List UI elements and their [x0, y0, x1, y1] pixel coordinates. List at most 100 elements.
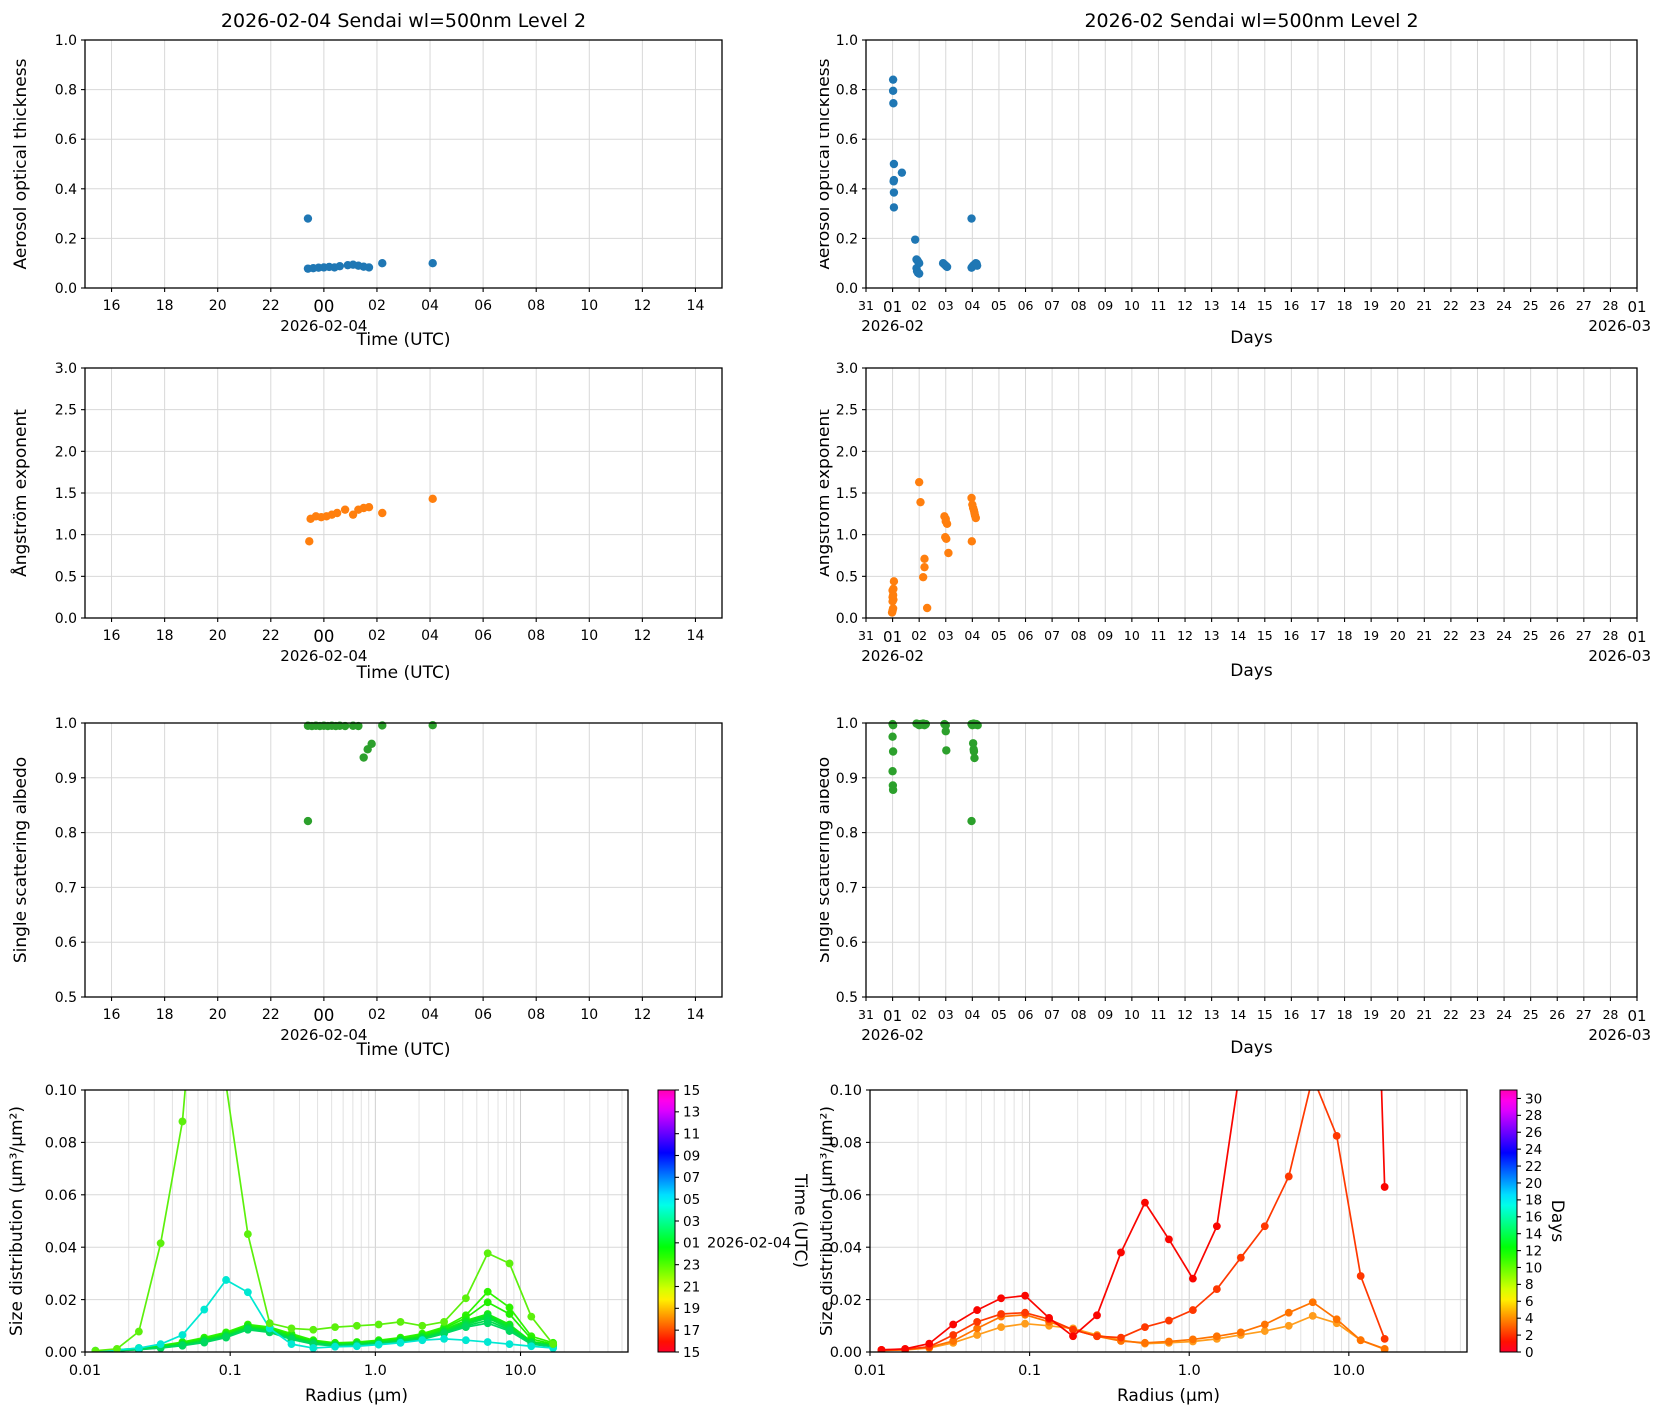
- svg-text:Radius (µm): Radius (µm): [305, 1386, 408, 1406]
- svg-text:0.02: 0.02: [830, 1293, 862, 1309]
- svg-text:0.01: 0.01: [854, 1363, 886, 1379]
- svg-text:19: 19: [1363, 298, 1379, 313]
- svg-text:Radius (µm): Radius (µm): [1117, 1386, 1220, 1406]
- svg-text:22: 22: [262, 298, 280, 314]
- svg-text:20: 20: [1390, 1007, 1406, 1022]
- svg-text:08: 08: [1071, 298, 1087, 313]
- svg-text:02: 02: [911, 298, 927, 313]
- row-single-scattering-albedo: 16 18 20 22 00 02 04 06 08 10 12 14 2026-02-04 0.5 0.6…: [0, 705, 1654, 1060]
- svg-text:0.5: 0.5: [836, 990, 858, 1006]
- svg-text:0.4: 0.4: [55, 182, 77, 198]
- svg-text:1.0: 1.0: [55, 33, 77, 49]
- svg-text:1.0: 1.0: [364, 1363, 387, 1379]
- svg-text:19: 19: [1363, 1007, 1379, 1022]
- svg-text:02: 02: [911, 1007, 927, 1022]
- svg-text:0.6: 0.6: [836, 132, 858, 148]
- svg-text:0.1: 0.1: [219, 1363, 242, 1379]
- svg-text:05: 05: [991, 1007, 1007, 1022]
- svg-text:0.9: 0.9: [55, 771, 77, 787]
- svg-text:Time (UTC): Time (UTC): [356, 330, 451, 350]
- svg-text:20: 20: [209, 298, 227, 314]
- svg-text:Aerosol optical thickness: Aerosol optical thickness: [11, 58, 31, 269]
- svg-text:23: 23: [1470, 628, 1486, 643]
- svg-text:2: 2: [1525, 1328, 1534, 1344]
- svg-text:0: 0: [1525, 1345, 1534, 1361]
- svg-text:01: 01: [683, 1236, 700, 1252]
- svg-text:1.5: 1.5: [55, 486, 77, 502]
- svg-text:03: 03: [938, 628, 954, 643]
- svg-text:Size distribution (µm³/µm²): Size distribution (µm³/µm²): [820, 1106, 837, 1336]
- svg-text:17: 17: [1310, 1007, 1326, 1022]
- svg-text:26: 26: [1549, 298, 1565, 313]
- svg-text:08: 08: [527, 628, 545, 644]
- svg-text:0.5: 0.5: [55, 990, 77, 1006]
- svg-text:12: 12: [1177, 1007, 1193, 1022]
- svg-text:2026-02: 2026-02: [861, 1026, 924, 1044]
- svg-text:09: 09: [1097, 628, 1113, 643]
- svg-text:12: 12: [633, 628, 651, 644]
- svg-text:1.5: 1.5: [836, 486, 858, 502]
- svg-text:16: 16: [1283, 1007, 1299, 1022]
- svg-text:00: 00: [313, 627, 334, 646]
- svg-text:09: 09: [1097, 298, 1113, 313]
- svg-text:14: 14: [687, 298, 705, 314]
- svg-text:1.0: 1.0: [55, 716, 77, 732]
- svg-text:28: 28: [1525, 1108, 1542, 1124]
- svg-text:30: 30: [1525, 1091, 1542, 1107]
- svg-text:03: 03: [683, 1214, 700, 1230]
- svg-text:04: 04: [964, 1007, 980, 1022]
- svg-text:1.0: 1.0: [55, 528, 77, 544]
- svg-text:15: 15: [1257, 298, 1273, 313]
- svg-text:23: 23: [683, 1257, 700, 1273]
- svg-text:0.0: 0.0: [836, 281, 858, 297]
- svg-text:14: 14: [687, 1007, 705, 1023]
- svg-text:31: 31: [858, 298, 874, 313]
- svg-text:01: 01: [883, 1007, 902, 1025]
- svg-text:0.8: 0.8: [55, 826, 77, 842]
- svg-text:Days: Days: [1547, 1200, 1567, 1243]
- svg-text:23: 23: [1470, 298, 1486, 313]
- svg-text:02: 02: [368, 1007, 386, 1023]
- ssa-days-chart: 31 01 02 03 04 05 06 07 08 09 10 11 12 13 14 15 16 17 18 19…: [820, 716, 1651, 1058]
- svg-text:22: 22: [1443, 628, 1459, 643]
- svg-text:2.5: 2.5: [836, 403, 858, 419]
- svg-text:22: 22: [1443, 298, 1459, 313]
- svg-text:04: 04: [421, 298, 439, 314]
- svg-text:2026-02: 2026-02: [861, 317, 924, 335]
- svg-text:0.00: 0.00: [830, 1345, 862, 1361]
- svg-text:00: 00: [313, 1006, 334, 1025]
- svg-text:12: 12: [1525, 1243, 1542, 1259]
- svg-text:Ångström exponent: Ångström exponent: [9, 409, 31, 577]
- svg-text:10.0: 10.0: [1333, 1363, 1365, 1379]
- svg-text:24: 24: [1496, 298, 1512, 313]
- svg-text:18: 18: [156, 298, 174, 314]
- svg-text:22: 22: [1525, 1159, 1542, 1175]
- angstrom-time-chart: 16 18 20 22 00 02 04 06 08 10 12 14 2026-02-04 0.0 0.5…: [9, 361, 723, 683]
- svg-text:14: 14: [1230, 628, 1246, 643]
- svg-text:2026-02-04: 2026-02-04: [280, 1026, 367, 1044]
- svg-text:0.6: 0.6: [836, 935, 858, 951]
- svg-text:03: 03: [938, 1007, 954, 1022]
- svg-text:08: 08: [1071, 628, 1087, 643]
- svg-text:08: 08: [1071, 1007, 1087, 1022]
- svg-text:24: 24: [1496, 628, 1512, 643]
- svg-text:0.8: 0.8: [836, 83, 858, 99]
- svg-text:Days: Days: [1230, 1038, 1273, 1058]
- svg-text:06: 06: [474, 298, 492, 314]
- svg-text:06: 06: [474, 1007, 492, 1023]
- svg-text:02: 02: [368, 298, 386, 314]
- svg-text:24: 24: [1525, 1142, 1542, 1158]
- svg-text:27: 27: [1576, 1007, 1592, 1022]
- svg-text:2.0: 2.0: [55, 444, 77, 460]
- svg-text:08: 08: [527, 298, 545, 314]
- svg-text:23: 23: [1470, 1007, 1486, 1022]
- svg-text:24: 24: [1496, 1007, 1512, 1022]
- svg-text:3.0: 3.0: [55, 361, 77, 377]
- svg-text:0.08: 0.08: [45, 1136, 77, 1152]
- svg-text:10: 10: [1525, 1260, 1542, 1276]
- svg-text:0.6: 0.6: [55, 132, 77, 148]
- svg-text:14: 14: [1230, 298, 1246, 313]
- svg-text:10: 10: [1124, 298, 1140, 313]
- svg-text:14: 14: [687, 628, 705, 644]
- svg-text:31: 31: [858, 628, 874, 643]
